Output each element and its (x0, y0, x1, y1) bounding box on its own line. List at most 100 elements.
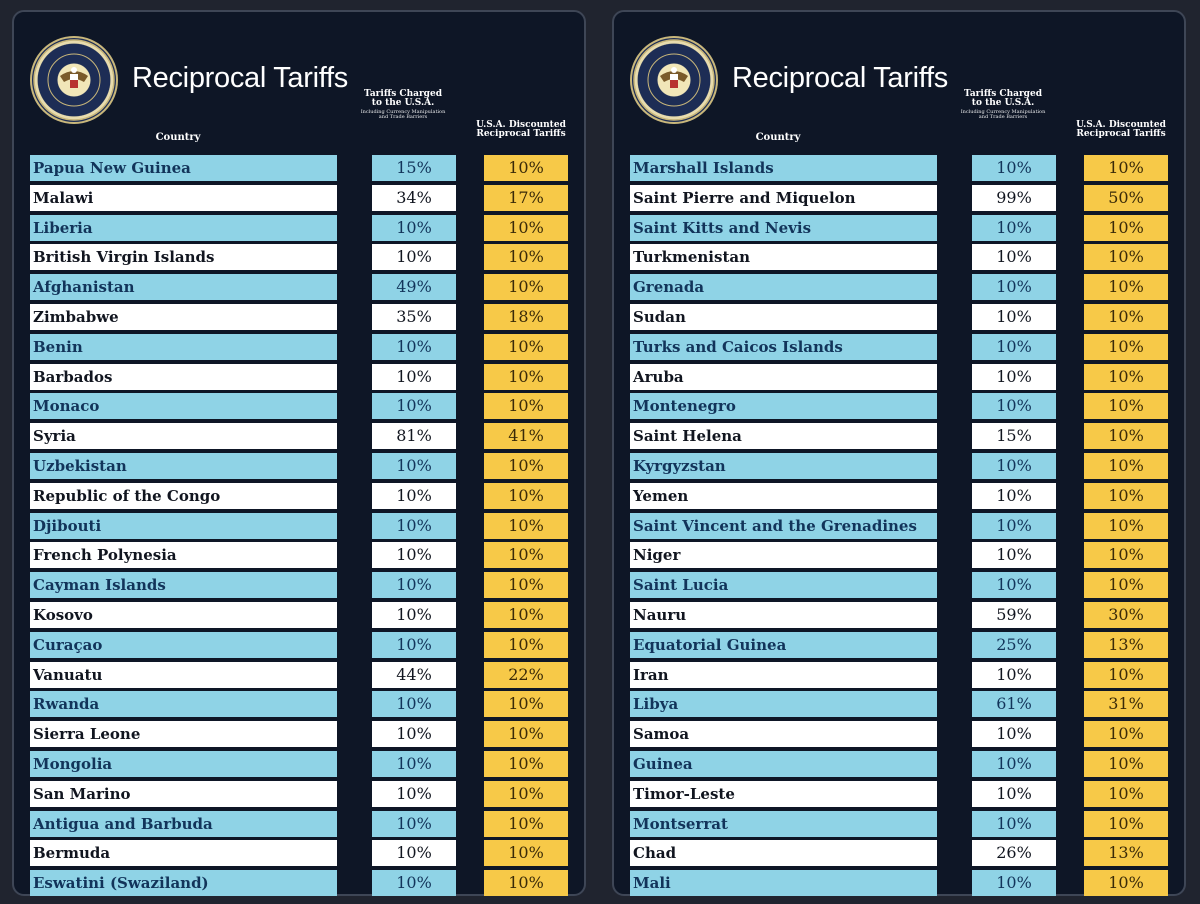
header-tariffs-charged: Tariffs Charged to the U.S.A. Including C… (360, 89, 446, 121)
discounted-tariff: 10% (484, 274, 568, 301)
tariff-charged: 26% (972, 840, 1056, 867)
discounted-tariff: 10% (1084, 244, 1168, 271)
discounted-tariff: 10% (484, 572, 568, 599)
country-name: Montserrat (630, 810, 937, 837)
discounted-tariff: 10% (1084, 453, 1168, 479)
discounted-tariff: 10% (1084, 393, 1168, 420)
discounted-tariff: 10% (1084, 304, 1168, 330)
discounted-tariff: 10% (484, 840, 568, 867)
country-name: Curaçao (30, 631, 337, 658)
country-name: Sudan (630, 304, 937, 330)
country-name: Liberia (30, 214, 337, 241)
tariff-charged: 25% (972, 631, 1056, 658)
discounted-tariff: 31% (1084, 691, 1168, 718)
discounted-tariff: 10% (484, 363, 568, 390)
discounted-tariff: 10% (484, 810, 568, 837)
country-name: Libya (630, 691, 937, 718)
tariff-charged: 10% (372, 244, 456, 271)
country-name: Mongolia (30, 751, 337, 777)
header-tariffs-charged: Tariffs Charged to the U.S.A. Including C… (960, 89, 1046, 120)
country-name: Syria (30, 423, 337, 450)
country-name: Barbados (30, 363, 337, 390)
discounted-tariff: 10% (1084, 512, 1168, 539)
header-country: Country (155, 132, 201, 143)
tariff-charged: 10% (372, 363, 456, 390)
country-name: Cayman Islands (30, 572, 337, 599)
tariff-charged: 10% (372, 453, 456, 479)
header-country: Country (755, 132, 801, 143)
tariff-charged: 10% (972, 572, 1056, 599)
discounted-tariff: 10% (1084, 810, 1168, 837)
country-name: Saint Helena (630, 423, 937, 450)
country-name: Sierra Leone (30, 721, 337, 748)
discounted-tariff: 10% (1084, 751, 1168, 777)
discounted-tariff: 41% (484, 423, 568, 450)
country-name: British Virgin Islands (30, 244, 337, 271)
discounted-tariff: 10% (484, 751, 568, 777)
presidential-seal-icon (30, 36, 118, 124)
tariff-charged: 10% (972, 661, 1056, 688)
tariff-charged: 81% (372, 423, 456, 450)
header-tariffs-charged-note: Including Currency Manipulation and Trad… (360, 108, 446, 121)
tariff-charged: 10% (972, 512, 1056, 539)
tariff-charged: 10% (372, 512, 456, 539)
country-name: Afghanistan (30, 274, 337, 301)
header-discounted-tariffs: U.S.A. Discounted Reciprocal Tariffs (1076, 120, 1166, 140)
tariff-charged: 10% (972, 870, 1056, 897)
panel-title: Reciprocal Tariffs (132, 62, 348, 94)
tariff-charged: 61% (972, 691, 1056, 718)
discounted-tariff: 10% (484, 453, 568, 479)
discounted-tariff: 17% (484, 184, 568, 211)
country-name: Turks and Caicos Islands (630, 333, 937, 360)
tariff-charged: 15% (372, 155, 456, 181)
discounted-tariff: 10% (484, 631, 568, 658)
country-name: Uzbekistan (30, 453, 337, 479)
discounted-tariff: 10% (484, 602, 568, 628)
tariff-charged: 10% (372, 780, 456, 807)
discounted-tariff: 10% (484, 393, 568, 420)
tariff-charged: 10% (972, 453, 1056, 479)
discounted-tariff: 10% (484, 691, 568, 718)
country-name: Bermuda (30, 840, 337, 867)
tariff-charged: 10% (372, 602, 456, 628)
country-name: Benin (30, 333, 337, 360)
tariff-charged: 44% (372, 661, 456, 688)
discounted-tariff: 10% (1084, 572, 1168, 599)
discounted-tariff: 10% (1084, 482, 1168, 509)
tariff-charged: 10% (972, 274, 1056, 301)
tariff-charged: 10% (372, 214, 456, 241)
country-name: Antigua and Barbuda (30, 810, 337, 837)
country-name: Equatorial Guinea (630, 631, 937, 658)
discounted-tariff: 30% (1084, 602, 1168, 628)
discounted-tariff: 22% (484, 661, 568, 688)
tariff-charged: 10% (372, 691, 456, 718)
discounted-tariff: 10% (1084, 661, 1168, 688)
discounted-tariff: 10% (484, 482, 568, 509)
country-name: French Polynesia (30, 542, 337, 569)
country-name: Nauru (630, 602, 937, 628)
tariff-charged: 10% (972, 304, 1056, 330)
discounted-tariff: 10% (484, 780, 568, 807)
discounted-tariff: 10% (1084, 870, 1168, 897)
tariff-charged: 10% (372, 333, 456, 360)
tariff-charged: 10% (972, 482, 1056, 509)
country-name: Marshall Islands (630, 155, 937, 181)
discounted-tariff: 10% (484, 333, 568, 360)
country-name: Samoa (630, 721, 937, 748)
country-name: Rwanda (30, 691, 337, 718)
tariff-charged: 10% (972, 214, 1056, 241)
country-name: Kyrgyzstan (630, 453, 937, 479)
discounted-tariff: 10% (484, 214, 568, 241)
country-name: Guinea (630, 751, 937, 777)
tariff-charged: 15% (972, 423, 1056, 450)
tariff-charged: 35% (372, 304, 456, 330)
discounted-tariff: 10% (1084, 780, 1168, 807)
country-name: Saint Kitts and Nevis (630, 214, 937, 241)
country-name: Zimbabwe (30, 304, 337, 330)
tariff-charged: 10% (972, 721, 1056, 748)
discounted-tariff: 10% (1084, 274, 1168, 301)
tariff-charged: 10% (972, 244, 1056, 271)
discounted-tariff: 10% (1084, 214, 1168, 241)
header-tariffs-charged-label: Tariffs Charged to the U.S.A. (963, 89, 1042, 109)
